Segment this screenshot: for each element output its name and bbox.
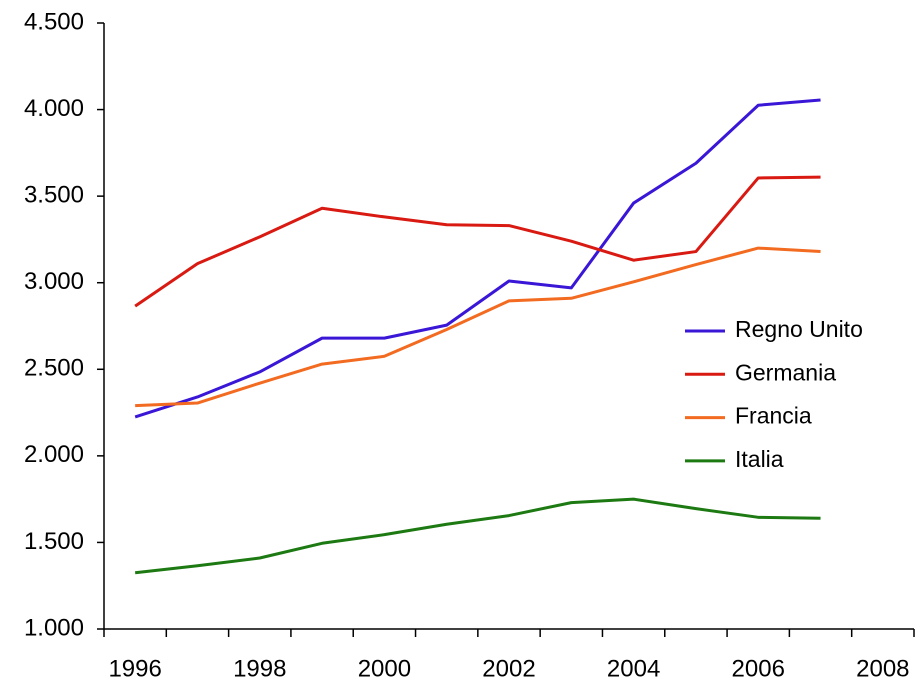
legend-label: Regno Unito [735, 316, 863, 342]
y-tick-label: 4.000 [24, 95, 84, 122]
line-series [134, 175, 821, 308]
y-tick-label: 4.500 [24, 8, 84, 35]
y-tick-label: 3.000 [24, 268, 84, 295]
legend-label: Germania [735, 359, 836, 385]
line-series [134, 98, 821, 419]
x-tick-label: 2004 [607, 655, 660, 682]
line-series [135, 246, 821, 408]
x-tick-label: 2000 [358, 655, 411, 682]
legend-label: Francia [735, 403, 812, 429]
y-tick-label: 1.500 [24, 528, 84, 555]
legend-label: Italia [735, 446, 784, 472]
y-tick-label: 1.000 [24, 614, 84, 641]
y-tick-label: 3.500 [24, 181, 84, 208]
y-tick-label: 2.000 [24, 441, 84, 468]
x-tick-label: 1998 [233, 655, 286, 682]
line-series [134, 497, 821, 575]
x-tick-label: 1996 [108, 655, 161, 682]
x-tick-label: 2002 [482, 655, 535, 682]
x-tick-label: 2008 [856, 655, 909, 682]
x-tick-label: 2006 [732, 655, 785, 682]
y-tick-label: 2.500 [24, 355, 84, 382]
